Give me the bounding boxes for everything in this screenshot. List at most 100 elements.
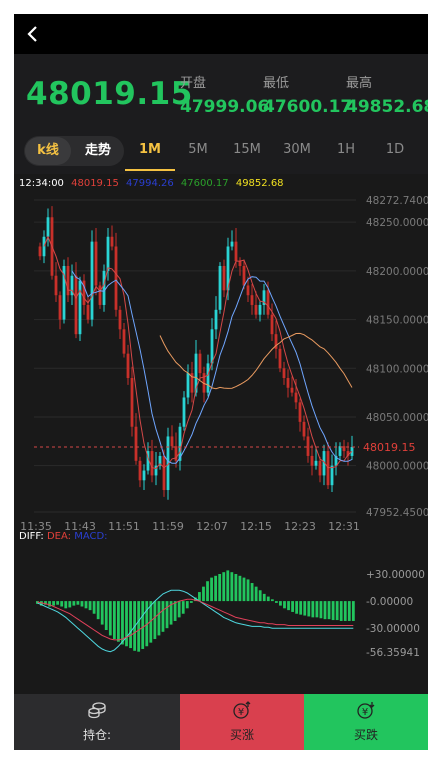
chart-type-toggle: k线 走势	[24, 136, 124, 166]
candle-body	[346, 451, 350, 456]
candle-body	[298, 402, 302, 422]
ohlc-readout: 12:34:00 48019.15 47994.26 47600.17 4985…	[19, 178, 288, 189]
macd-histogram-bar	[315, 601, 319, 618]
macd-histogram-bar	[347, 601, 351, 621]
tab-15m[interactable]: 15M	[233, 142, 261, 157]
time-axis-label: 11:35	[20, 520, 52, 533]
top-bar	[14, 14, 428, 54]
candle-body	[262, 290, 266, 305]
macd-histogram-bar	[299, 601, 303, 615]
svg-text:¥: ¥	[238, 707, 244, 718]
candle-body	[74, 275, 78, 335]
tab-1m[interactable]: 1M	[139, 142, 161, 157]
candle-body	[286, 378, 290, 388]
macd-histogram-bar	[339, 601, 343, 621]
macd-histogram-bar	[68, 601, 72, 608]
macd-histogram-bar	[185, 601, 189, 609]
candle-body	[42, 236, 46, 257]
macd-histogram-bar	[112, 601, 116, 640]
kline-chart[interactable]: 12:34:00 48019.15 47994.26 47600.17 4985…	[14, 174, 428, 694]
candle-body	[78, 280, 82, 335]
macd-histogram-bar	[242, 577, 246, 602]
tab-30m[interactable]: 30M	[283, 142, 311, 157]
coins-icon	[88, 702, 106, 719]
candle-body	[110, 236, 114, 247]
buy-down-label: 买跌	[353, 728, 378, 742]
macd-histogram-bar	[202, 586, 205, 602]
candle-body	[86, 304, 90, 320]
chevron-left-icon[interactable]	[24, 24, 44, 44]
buy-up-button[interactable]: ¥ 买涨	[180, 694, 304, 750]
ma5-line	[43, 235, 353, 470]
macd-histogram-bar	[125, 601, 128, 647]
candle-body	[302, 421, 306, 437]
candle-body	[66, 265, 70, 296]
tab-1h[interactable]: 1H	[336, 142, 356, 157]
macd-histogram-bar	[258, 590, 262, 602]
tab-5m[interactable]: 5M	[188, 142, 208, 157]
yen-down-icon: ¥	[357, 702, 375, 719]
macd-histogram-bar	[351, 601, 355, 621]
candle-body	[54, 275, 58, 296]
candle-body	[226, 246, 230, 291]
candle-body	[266, 290, 270, 315]
candle-body	[122, 329, 126, 354]
candle-body	[138, 460, 142, 481]
macd-histogram-bar	[181, 601, 185, 614]
low-value: 47600.17	[263, 97, 353, 117]
tab-1d[interactable]: 1D	[385, 142, 405, 157]
macd-histogram-bar	[335, 601, 339, 621]
candle-body	[198, 353, 202, 374]
macd-histogram-bar	[193, 597, 197, 602]
candle-body	[130, 378, 134, 427]
tab-trend[interactable]: 走势	[84, 143, 111, 158]
ma10-line	[71, 270, 353, 464]
high-value: 49852.68	[346, 97, 428, 117]
macd-histogram-bar	[149, 601, 153, 643]
macd-histogram-bar	[279, 601, 282, 606]
macd-histogram-bar	[137, 601, 141, 652]
candle-body	[158, 455, 162, 466]
macd-histogram-bar	[177, 601, 181, 618]
macd-legend-macd: MACD:	[74, 531, 108, 542]
candle-body	[290, 387, 294, 393]
ohlc-value-1: 48019.15	[71, 178, 119, 189]
candle-body	[114, 246, 118, 310]
candle-body	[238, 261, 242, 266]
macd-histogram-bar	[153, 601, 157, 640]
candle-body	[98, 285, 102, 305]
open-value: 47999.06	[180, 97, 270, 117]
bottom-action-bar: 持仓: ¥ 买涨 ¥ 买跌	[14, 694, 428, 750]
time-axis-label: 12:23	[284, 520, 316, 533]
macd-histogram-bar	[238, 575, 242, 602]
macd-histogram-bar	[295, 601, 299, 614]
macd-histogram-bar	[117, 601, 120, 642]
macd-histogram-bar	[287, 601, 290, 611]
macd-histogram-bar	[210, 577, 213, 602]
macd-histogram-bar	[165, 601, 169, 629]
macd-histogram-bar	[274, 601, 278, 603]
candle-body	[254, 304, 258, 315]
macd-histogram-bar	[246, 579, 250, 602]
tab-kline[interactable]: k线	[25, 137, 71, 165]
active-tab-underline	[125, 169, 175, 171]
price-axis-label: 48050.0000	[366, 412, 428, 424]
candle-body	[278, 348, 282, 369]
candle-body	[90, 241, 94, 320]
candle-body	[326, 451, 330, 486]
macd-histogram-bar	[226, 570, 230, 602]
holdings-button[interactable]: 持仓:	[14, 694, 180, 750]
buy-down-button[interactable]: ¥ 买跌	[304, 694, 428, 750]
candle-body	[150, 451, 154, 476]
macd-diff-line	[37, 589, 354, 653]
macd-histogram-bar	[283, 601, 286, 609]
candle-body	[314, 460, 318, 466]
candle-body	[206, 363, 210, 393]
candle-body	[194, 353, 198, 393]
macd-histogram-bar	[331, 601, 335, 621]
macd-histogram-bar	[52, 601, 56, 606]
high-stat: 最高 49852.68	[346, 72, 428, 117]
price-axis-label: 48150.0000	[366, 315, 428, 327]
macd-histogram-bar	[266, 596, 270, 602]
candle-body	[154, 465, 158, 476]
